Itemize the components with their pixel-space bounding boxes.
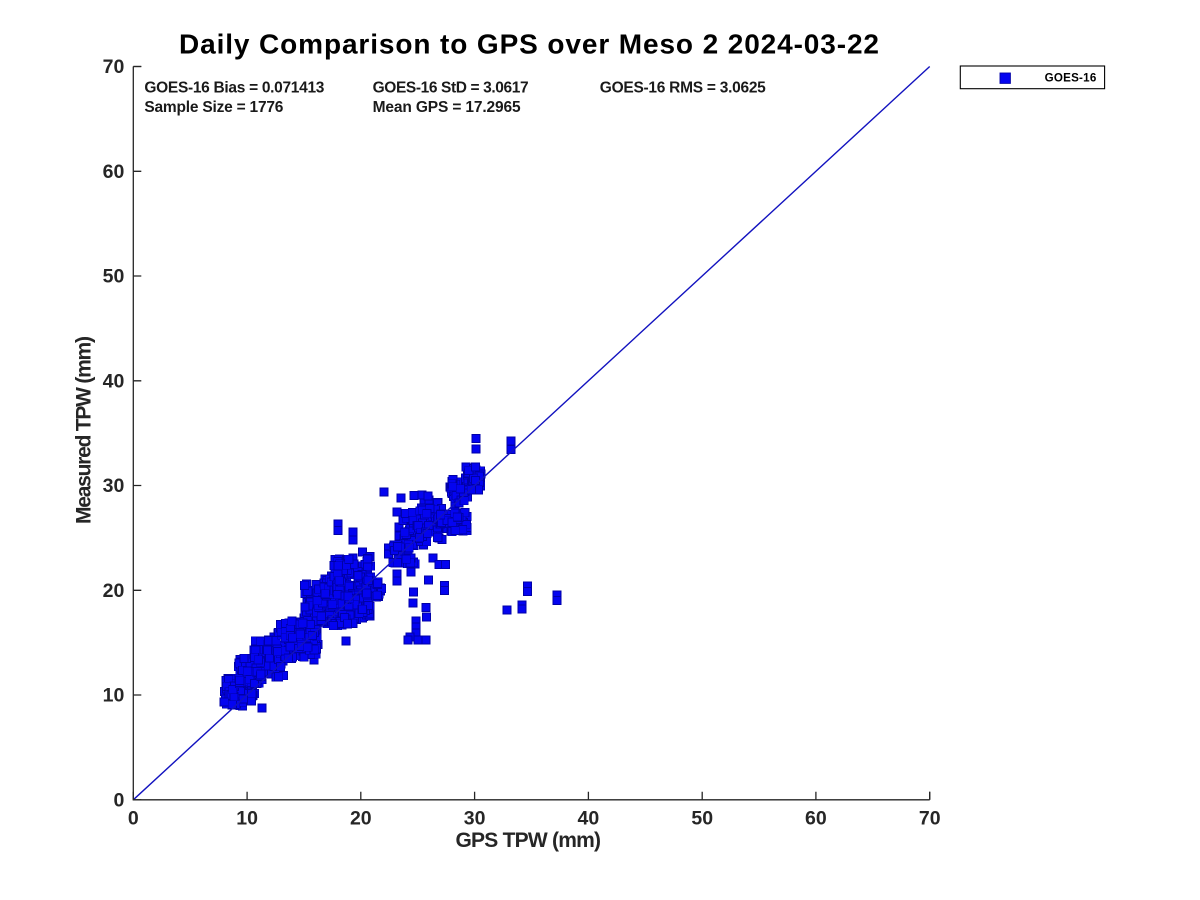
svg-text:30: 30 [464, 808, 486, 830]
svg-text:GOES-16: GOES-16 [1045, 71, 1097, 84]
svg-text:50: 50 [691, 808, 713, 830]
svg-text:GOES-16 RMS = 3.0625: GOES-16 RMS = 3.0625 [600, 80, 766, 97]
svg-text:20: 20 [350, 808, 372, 830]
svg-text:0: 0 [128, 808, 139, 830]
svg-text:70: 70 [103, 56, 125, 78]
svg-text:30: 30 [103, 475, 125, 497]
svg-text:Mean GPS = 17.2965: Mean GPS = 17.2965 [373, 99, 521, 116]
svg-text:0: 0 [113, 790, 124, 812]
svg-text:60: 60 [805, 808, 827, 830]
svg-text:GPS TPW (mm): GPS TPW (mm) [456, 829, 602, 852]
svg-text:Sample Size = 1776: Sample Size = 1776 [144, 99, 283, 116]
svg-text:70: 70 [919, 808, 941, 830]
svg-text:10: 10 [236, 808, 258, 830]
svg-text:10: 10 [103, 685, 125, 707]
svg-text:GOES-16 Bias = 0.071413: GOES-16 Bias = 0.071413 [144, 80, 324, 97]
svg-text:40: 40 [103, 371, 125, 393]
svg-text:Daily Comparison to GPS over M: Daily Comparison to GPS over Meso 2 2024… [179, 29, 879, 60]
svg-text:GOES-16 StD = 3.0617: GOES-16 StD = 3.0617 [373, 80, 529, 97]
svg-text:50: 50 [103, 266, 125, 288]
svg-text:Measured TPW (mm): Measured TPW (mm) [73, 336, 96, 524]
svg-text:60: 60 [103, 161, 125, 183]
svg-text:40: 40 [578, 808, 600, 830]
svg-text:20: 20 [103, 580, 125, 602]
